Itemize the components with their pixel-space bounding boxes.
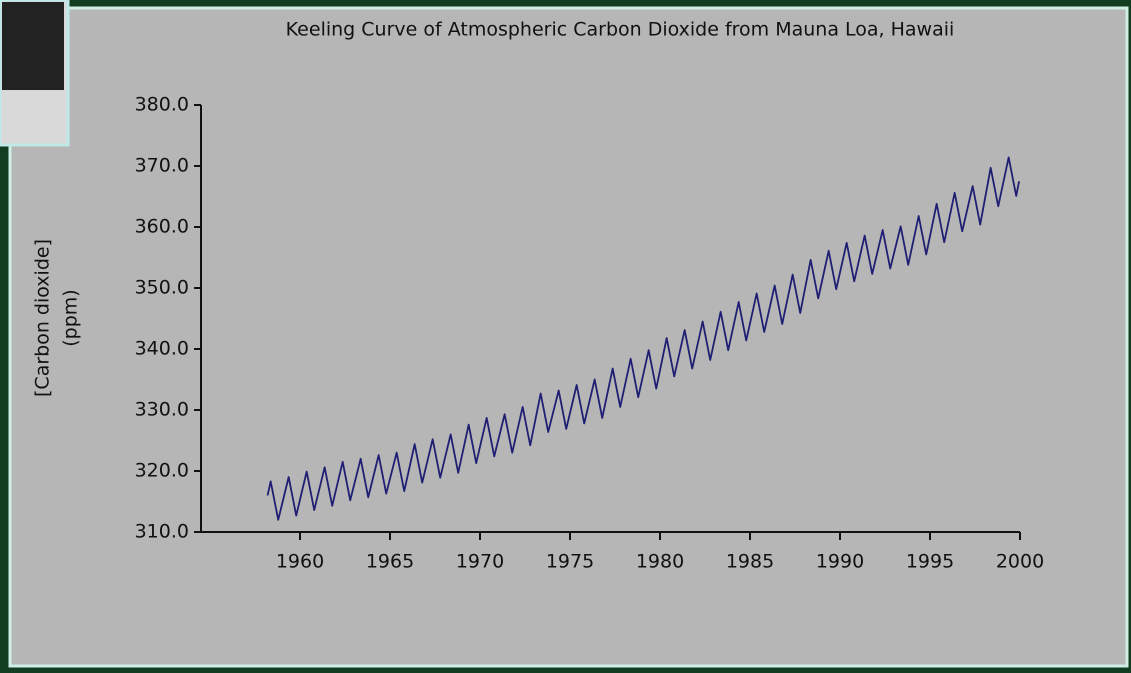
y-label-line: (ppm) [60, 289, 82, 346]
y-tick-label: 350.0 [135, 277, 189, 299]
chart-title: Keeling Curve of Atmospheric Carbon Diox… [286, 19, 955, 41]
x-tick-label: 1975 [546, 551, 594, 573]
y-tick-label: 370.0 [135, 155, 189, 177]
y-tick-label: 330.0 [135, 399, 189, 421]
x-tick-label: 1965 [366, 551, 414, 573]
x-tick-label: 1990 [816, 551, 864, 573]
x-tick-label: 1970 [456, 551, 504, 573]
x-tick-label: 2000 [996, 551, 1044, 573]
x-tick-label: 1985 [726, 551, 774, 573]
y-tick-label: 320.0 [135, 460, 189, 482]
y-label-line: [Carbon dioxide] [32, 239, 54, 397]
y-tick-label: 310.0 [135, 521, 189, 543]
x-tick-label: 1995 [906, 551, 954, 573]
chart: Keeling Curve of Atmospheric Carbon Diox… [0, 0, 1131, 669]
y-tick-label: 340.0 [135, 338, 189, 360]
y-tick-label: 360.0 [135, 216, 189, 238]
thumbnail-dark [2, 2, 64, 90]
x-tick-label: 1980 [636, 551, 684, 573]
x-tick-label: 1960 [276, 551, 324, 573]
page: Keeling Curve of Atmospheric Carbon Diox… [0, 0, 1131, 669]
y-tick-label: 380.0 [135, 94, 189, 116]
